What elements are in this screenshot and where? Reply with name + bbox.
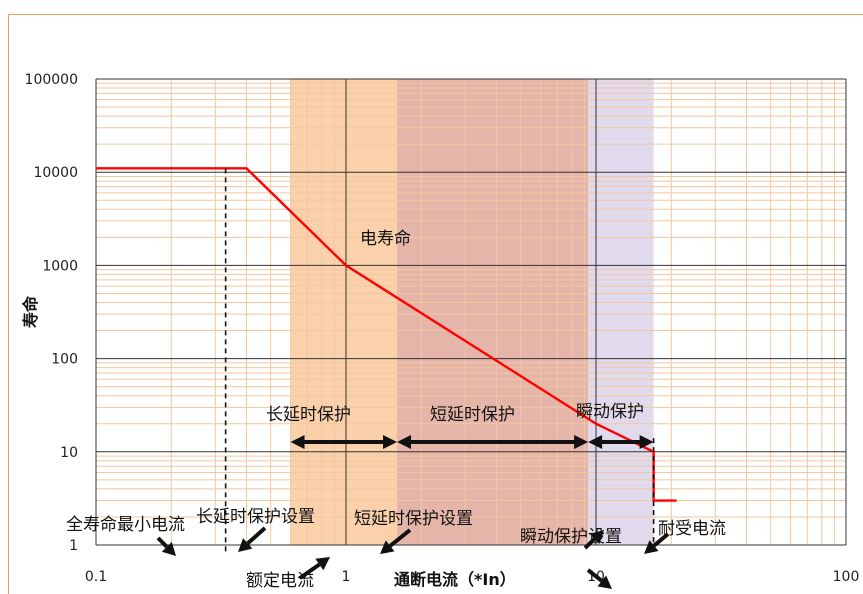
annotation-withstand-current: 耐受电流 — [658, 519, 726, 539]
range-arrow-0 — [290, 435, 398, 449]
range-arrows — [156, 435, 670, 589]
pointer-withstand-current — [644, 532, 670, 554]
y-axis-label: 寿命 — [21, 295, 40, 328]
pointer-head — [380, 540, 395, 554]
region-band-2 — [588, 79, 654, 545]
range-arrow-head-left — [588, 435, 603, 449]
marker-lines — [224, 168, 655, 555]
y-tick-label: 10 — [60, 445, 78, 461]
range-arrow-2 — [588, 435, 654, 449]
range-arrow-head-right — [639, 435, 654, 449]
minor-gridlines — [96, 79, 846, 545]
y-tick-label: 100000 — [25, 72, 78, 88]
range-arrow-head-right — [383, 435, 398, 449]
region-band-0 — [290, 79, 398, 545]
annotation-full-life-min-current: 全寿命最小电流 — [66, 515, 185, 535]
pointer-rated-current — [298, 557, 330, 580]
annotation-instant-setting: 瞬动保护设置 — [520, 527, 622, 547]
pointer-shaft — [246, 526, 267, 545]
pointer-short-delay-setting — [380, 528, 412, 554]
pointer-long-delay-setting — [238, 526, 267, 552]
region-label-instant: 瞬动保护 — [576, 402, 644, 422]
region-label-long-delay: 长延时保护 — [266, 405, 351, 425]
chart-frame — [8, 14, 863, 594]
pointer-head — [315, 557, 330, 571]
pointer-shaft — [388, 528, 412, 548]
annotation-long-delay-setting: 长延时保护设置 — [196, 507, 315, 527]
pointer-instant-setting-up — [583, 530, 604, 550]
pointer-min-current — [156, 536, 176, 556]
range-arrow-head-right — [574, 435, 589, 449]
y-tick-label: 10000 — [33, 165, 78, 181]
range-arrow-head-left — [290, 435, 305, 449]
region-label-short-delay: 短延时保护 — [430, 405, 515, 425]
pointer-instant-setting-down — [586, 568, 612, 589]
pointer-head — [644, 540, 659, 554]
annotation-rated-current: 额定电流 — [246, 571, 314, 590]
y-tick-label: 1000 — [42, 258, 78, 274]
range-arrow-head-left — [397, 435, 412, 449]
pointer-shaft — [156, 536, 169, 549]
annotation-short-delay-setting: 短延时保护设置 — [354, 509, 473, 529]
x-axis-label: 通断电流（*In） — [394, 570, 516, 589]
series-line-electric-life — [96, 167, 677, 502]
annotation-electric-life: 电寿命 — [360, 229, 411, 249]
pointer-shaft — [583, 537, 596, 550]
pointer-shaft — [652, 532, 670, 548]
x-tick-label: 0.1 — [85, 569, 107, 585]
x-tick-label: 100 — [833, 569, 860, 585]
x-tick-label: 1 — [342, 569, 351, 585]
region-band-1 — [397, 79, 589, 545]
pointer-head — [589, 530, 604, 545]
protection-regions — [290, 79, 654, 545]
pointer-head — [238, 538, 253, 552]
range-arrow-1 — [397, 435, 589, 449]
series-layer — [96, 167, 677, 502]
pointer-shaft — [298, 562, 321, 580]
y-tick-label: 100 — [51, 352, 78, 368]
pointer-head — [161, 541, 176, 556]
major-gridlines — [95, 78, 847, 546]
pointer-shaft — [586, 568, 604, 583]
y-tick-label: 1 — [69, 538, 78, 554]
pointer-head — [597, 575, 612, 589]
